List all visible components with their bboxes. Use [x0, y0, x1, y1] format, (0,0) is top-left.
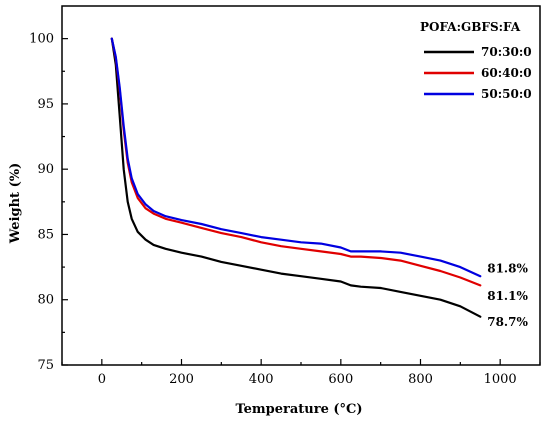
end-value-label: 78.7% — [487, 315, 528, 329]
x-tick-label: 800 — [408, 372, 433, 387]
legend: POFA:GBFS:FA 70:30:0 60:40:0 50:50:0 — [420, 20, 532, 101]
end-value-label: 81.1% — [487, 289, 528, 303]
x-tick-label: 600 — [328, 372, 353, 387]
x-axis-title: Temperature (°C) — [235, 402, 362, 417]
y-tick-label: 80 — [37, 293, 54, 308]
y-tick-label: 90 — [37, 162, 54, 177]
series-line-70-30-0 — [110, 37, 482, 318]
series-layer — [110, 37, 482, 318]
axes: 0 200 400 600 800 1000 75 80 85 90 95 100 — [29, 5, 541, 387]
x-tick-label: 1000 — [484, 372, 517, 387]
annotations: 81.8% 81.1% 78.7% — [487, 261, 528, 329]
y-tick-label: 75 — [37, 358, 54, 373]
y-tick-label: 85 — [37, 227, 54, 242]
y-axis-title: Weight (%) — [8, 163, 23, 244]
x-tick-label: 200 — [169, 372, 194, 387]
legend-title: POFA:GBFS:FA — [420, 20, 521, 34]
legend-label: 70:30:0 — [481, 45, 532, 59]
end-value-label: 81.8% — [487, 261, 528, 275]
y-tick-label: 100 — [29, 32, 54, 47]
y-tick-label: 95 — [37, 97, 54, 112]
legend-label: 60:40:0 — [481, 66, 532, 80]
x-tick-label: 400 — [249, 372, 274, 387]
series-line-50-50-0 — [110, 37, 482, 278]
legend-label: 50:50:0 — [481, 87, 532, 101]
x-tick-label: 0 — [98, 372, 106, 387]
